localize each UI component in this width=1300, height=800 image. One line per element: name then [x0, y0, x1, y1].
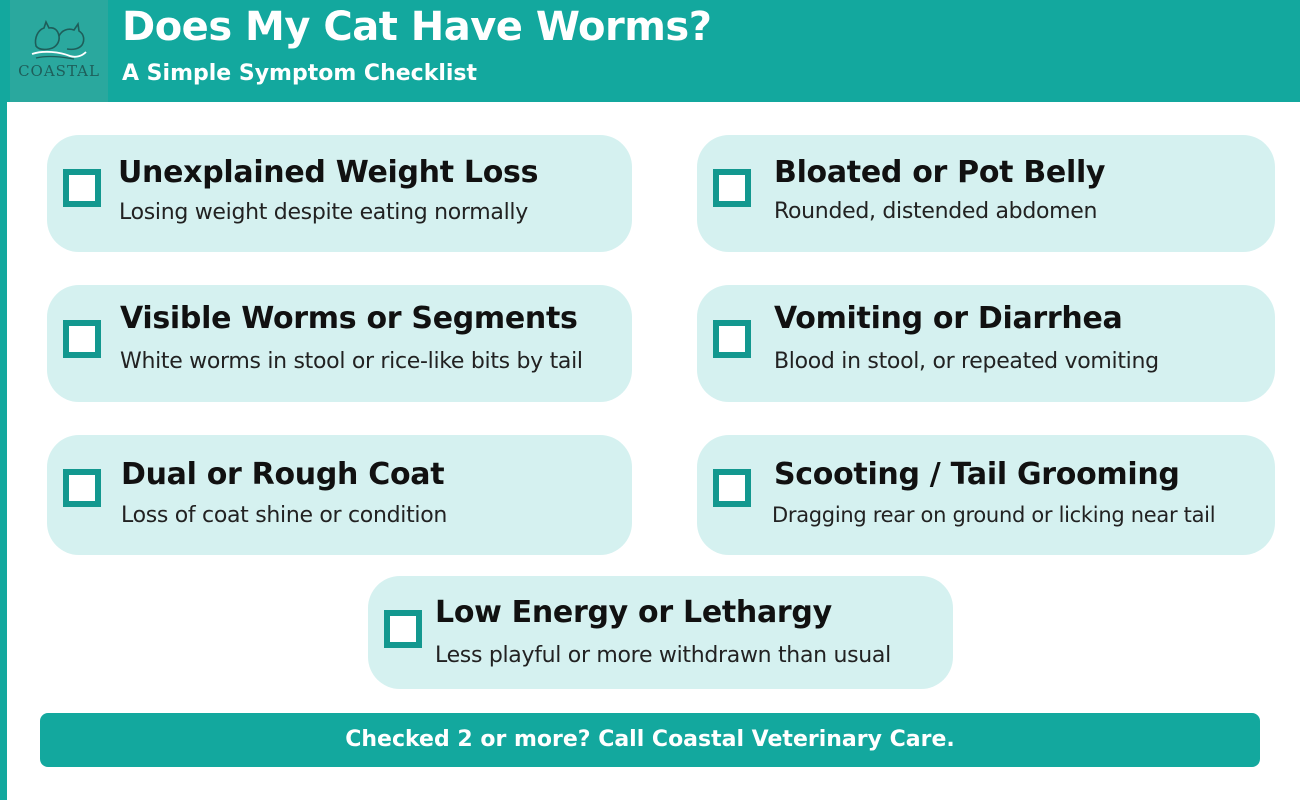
- symptom-title: Unexplained Weight Loss: [118, 155, 539, 190]
- call-to-action-banner: Checked 2 or more? Call Coastal Veterina…: [40, 713, 1260, 767]
- pet-logo-icon: [31, 19, 87, 60]
- symptom-title: Visible Worms or Segments: [120, 301, 578, 336]
- symptom-card-visible-worms: Visible Worms or Segments White worms in…: [47, 285, 632, 402]
- logo-wordmark: COASTAL: [18, 62, 100, 80]
- symptom-card-rough-coat: Dual or Rough Coat Loss of coat shine or…: [47, 435, 632, 555]
- symptom-title: Bloated or Pot Belly: [774, 155, 1106, 190]
- checkbox-icon[interactable]: [713, 169, 751, 207]
- symptom-description: Less playful or more withdrawn than usua…: [435, 643, 891, 668]
- symptom-card-pot-belly: Bloated or Pot Belly Rounded, distended …: [697, 135, 1275, 252]
- page-title: Does My Cat Have Worms?: [122, 4, 712, 50]
- call-to-action-text: Checked 2 or more? Call Coastal Veterina…: [345, 727, 955, 752]
- symptom-description: Losing weight despite eating normally: [119, 200, 528, 225]
- symptom-card-weight-loss: Unexplained Weight Loss Losing weight de…: [47, 135, 632, 252]
- symptom-card-lethargy: Low Energy or Lethargy Less playful or m…: [368, 576, 953, 689]
- symptom-description: Blood in stool, or repeated vomiting: [774, 349, 1159, 374]
- symptom-title: Dual or Rough Coat: [121, 457, 445, 492]
- checkbox-icon[interactable]: [63, 320, 101, 358]
- symptom-description: Loss of coat shine or condition: [121, 503, 448, 528]
- header-banner: COASTAL Does My Cat Have Worms? A Simple…: [0, 0, 1300, 102]
- checkbox-icon[interactable]: [63, 469, 101, 507]
- symptom-description: White worms in stool or rice-like bits b…: [120, 349, 583, 374]
- coastal-logo: COASTAL: [10, 0, 108, 102]
- symptom-card-scooting: Scooting / Tail Grooming Dragging rear o…: [697, 435, 1275, 555]
- checkbox-icon[interactable]: [713, 469, 751, 507]
- symptom-title: Low Energy or Lethargy: [435, 595, 832, 630]
- symptom-card-vomiting: Vomiting or Diarrhea Blood in stool, or …: [697, 285, 1275, 402]
- left-accent-bar: [0, 0, 7, 800]
- symptom-description: Dragging rear on ground or licking near …: [772, 503, 1216, 527]
- checkbox-icon[interactable]: [713, 320, 751, 358]
- symptom-title: Scooting / Tail Grooming: [774, 457, 1180, 492]
- symptom-description: Rounded, distended abdomen: [774, 199, 1098, 224]
- symptom-title: Vomiting or Diarrhea: [774, 301, 1123, 336]
- checkbox-icon[interactable]: [384, 610, 422, 648]
- page-subtitle: A Simple Symptom Checklist: [122, 61, 478, 86]
- checkbox-icon[interactable]: [63, 169, 101, 207]
